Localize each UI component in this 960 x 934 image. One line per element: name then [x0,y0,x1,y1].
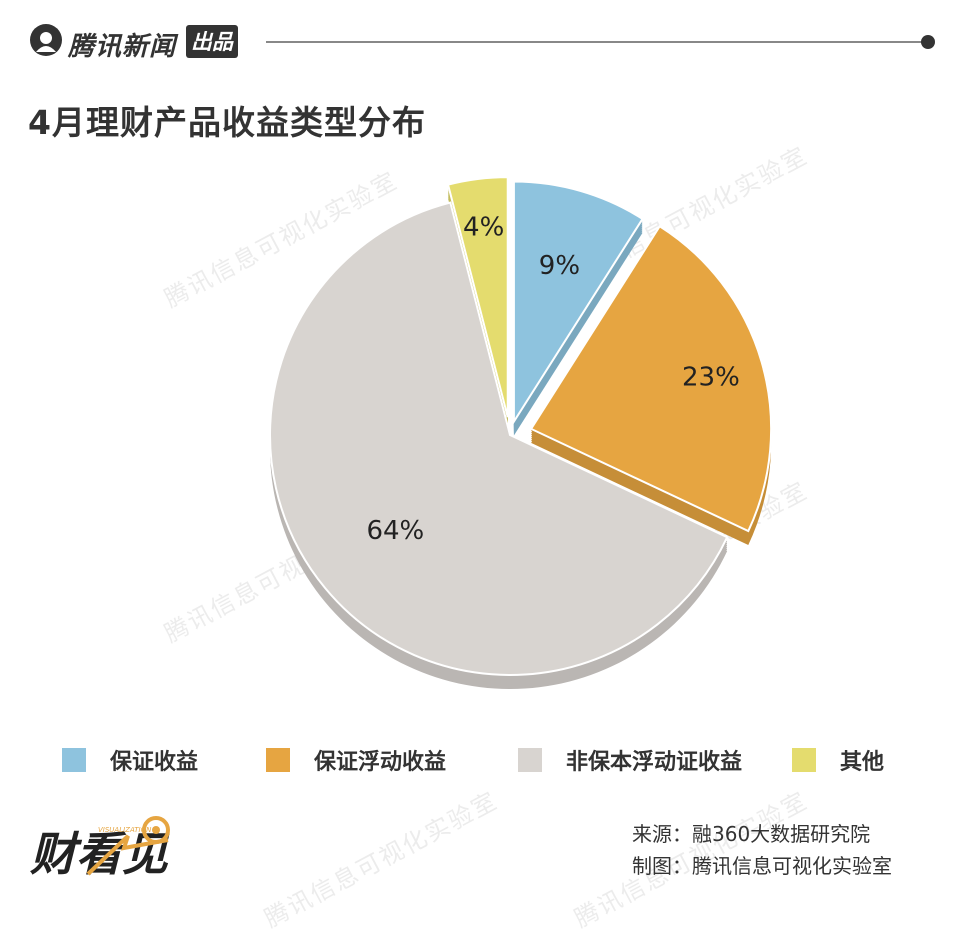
legend-item: 保证浮动收益 [266,742,446,778]
legend-label: 保证浮动收益 [314,750,447,775]
pie-chart: 9% 23% 64% 4% [269,176,773,689]
svg-text:VISUALIZATION: VISUALIZATION [98,826,152,834]
header-divider [266,41,926,43]
brand-name: 腾讯新闻 [68,32,177,62]
brand-tag: 出品 [186,25,238,58]
legend-item: 非保本浮动证收益 [518,742,742,778]
legend-swatch [792,748,816,772]
header-dot [921,35,935,49]
pie-slice-3 [269,201,729,676]
legend-swatch [518,748,542,772]
svg-text:财看见: 财看见 [30,827,170,881]
source-block: 来源：融360大数据研究院 制图：腾讯信息可视化实验室 [632,818,892,882]
pie-data-label: 9% [539,251,580,281]
caikanjian-logo-icon: 财看见 VISUALIZATION [30,816,170,881]
pie-data-label: 64% [366,516,424,546]
legend-item: 保证收益 [62,742,198,778]
credit-text: 制图：腾讯信息可视化实验室 [632,854,892,878]
legend-item: 其他 [792,742,884,778]
pie-slice-4 [446,176,509,418]
legend-swatch [266,748,290,772]
pie-data-label: 23% [682,363,740,393]
pie-data-label: 4% [463,213,504,243]
header: 腾讯新闻 出品 [28,18,940,64]
pie-slice-2 [529,224,773,533]
tencent-news-logo-icon [30,24,62,56]
chart-title: 4月理财产品收益类型分布 [28,103,426,142]
legend-label: 非保本浮动证收益 [566,750,743,775]
legend: 保证收益 保证浮动收益 非保本浮动证收益 其他 [62,742,922,778]
pie-slice-1 [512,180,644,425]
legend-label: 保证收益 [110,750,199,775]
legend-swatch [62,748,86,772]
legend-label: 其他 [840,750,885,775]
source-text: 来源：融360大数据研究院 [632,822,871,846]
